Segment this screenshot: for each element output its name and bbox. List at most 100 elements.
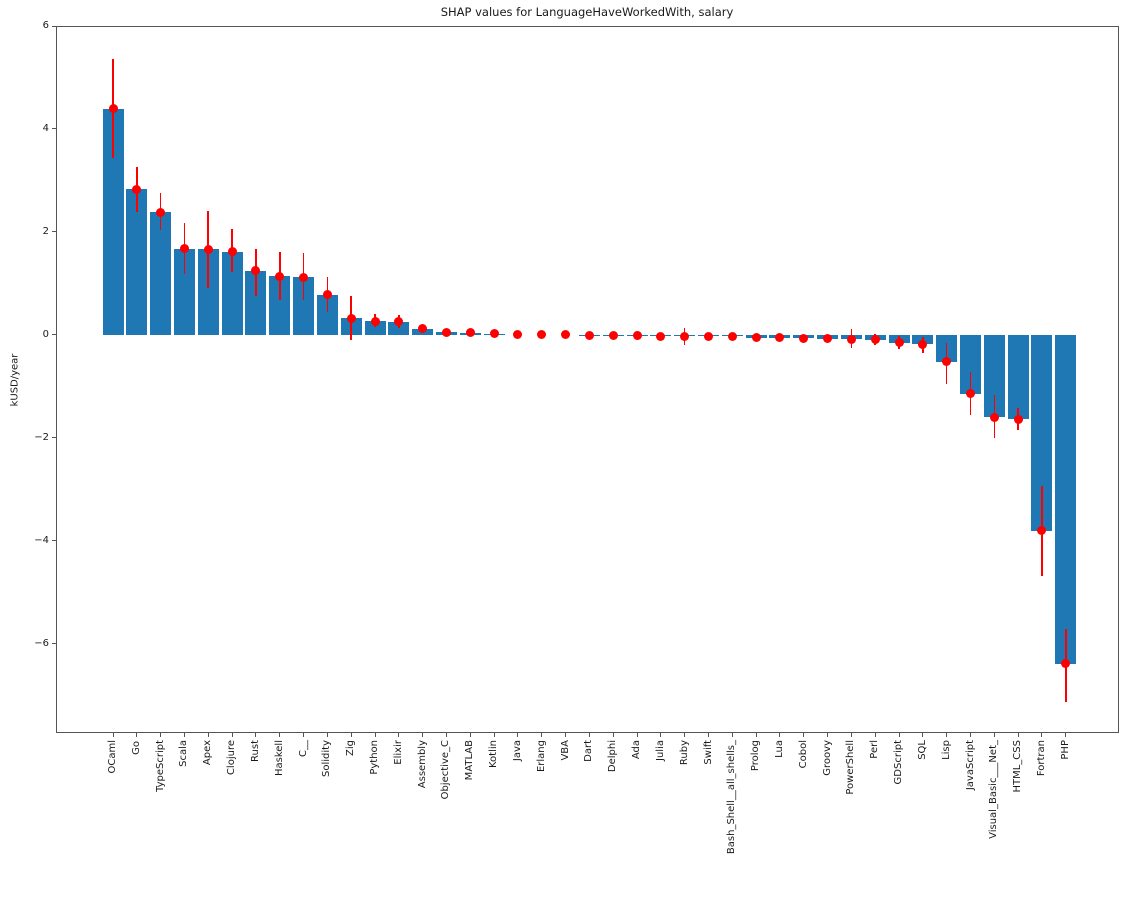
data-point-HTML_CSS [1013, 414, 1023, 424]
data-point-SQL [918, 339, 928, 349]
data-point-Bash_Shell__all_shells_ [727, 332, 737, 341]
data-point-Python [370, 316, 380, 326]
x-tick-label-Java: Java [509, 740, 527, 765]
x-tick-OCaml [112, 733, 114, 737]
y-tick-0 [52, 334, 56, 336]
data-point-Java [513, 330, 523, 340]
x-tick-label-Rust: Rust [247, 740, 265, 766]
x-tick-label-Zig: Zig [342, 740, 360, 760]
x-tick-Groovy [827, 733, 829, 737]
x-tick-label-Delphi: Delphi [604, 740, 622, 776]
x-tick-label-Lua: Lua [771, 740, 789, 762]
bar-Clojure [221, 251, 243, 335]
y-tick--6 [52, 643, 56, 645]
data-point-Prolog [751, 333, 761, 343]
x-tick-Bash_Shell__all_shells_ [731, 733, 733, 737]
x-tick-C__ [303, 733, 305, 737]
x-tick-label-VBA: VBA [557, 740, 575, 765]
data-point-GDScript [894, 338, 904, 348]
x-tick-Ruby [684, 733, 686, 737]
data-point-Dart [584, 330, 594, 340]
x-tick-label-text: Erlang [535, 740, 547, 773]
x-tick-label-text: Bash_Shell__all_shells_ [726, 740, 738, 855]
x-tick-label-text: Swift [702, 740, 714, 765]
x-tick-label-Erlang: Erlang [533, 740, 551, 776]
x-tick-Erlang [541, 733, 543, 737]
x-tick-label-text: Kotlin [488, 740, 500, 768]
y-tick--4 [52, 540, 56, 542]
bar-OCaml [102, 108, 124, 335]
x-tick-label-text: Delphi [607, 740, 619, 773]
plot-area [56, 26, 1119, 733]
x-tick-label-text: PHP [1059, 740, 1071, 760]
x-tick-label-text: Python [369, 740, 381, 775]
x-tick-label-MATLAB: MATLAB [461, 740, 479, 784]
x-tick-label-text: Dart [583, 740, 595, 762]
x-tick-Dart [588, 733, 590, 737]
x-tick-label-Lisp: Lisp [938, 740, 956, 764]
data-point-Haskell [275, 271, 285, 281]
x-tick-label-text: Cobol [797, 740, 809, 769]
y-tick-label--2: −2 [34, 431, 49, 443]
x-tick-label-text: Ada [631, 740, 643, 760]
x-tick-Java [517, 733, 519, 737]
y-tick-label--6: −6 [34, 637, 49, 649]
x-tick-Ada [636, 733, 638, 737]
x-tick-Prolog [755, 733, 757, 737]
bar-Apex [197, 249, 219, 335]
bar-HTML_CSS [1007, 334, 1029, 420]
bar-C__ [293, 277, 315, 335]
x-tick-label-Swift: Swift [700, 740, 718, 769]
y-tick-label-6: 6 [42, 20, 49, 31]
x-tick-label-Apex: Apex [199, 740, 217, 769]
data-point-Ruby [680, 332, 690, 341]
x-tick-label-Go: Go [128, 740, 146, 759]
bar-Elixir [388, 321, 410, 335]
data-point-Groovy [823, 334, 833, 344]
x-tick-label-Ada: Ada [628, 740, 646, 763]
x-tick-Apex [207, 733, 209, 737]
data-point-TypeScript [156, 207, 166, 217]
bar-Python [364, 321, 386, 335]
x-tick-label-text: TypeScript [154, 740, 166, 792]
x-tick-label-text: Visual_Basic___Net_ [988, 740, 1000, 839]
x-tick-label-text: Haskell [273, 740, 285, 777]
x-tick-label-text: SQL [916, 740, 928, 760]
x-tick-label-Cobol: Cobol [795, 740, 813, 772]
x-tick-label-text: VBA [559, 740, 571, 761]
data-point-Go [132, 184, 142, 194]
x-tick-label-text: Objective_C [440, 740, 452, 800]
data-point-Assembly [418, 324, 428, 334]
x-tick-label-text: Groovy [821, 740, 833, 776]
data-point-Lua [775, 333, 785, 343]
x-tick-VBA [565, 733, 567, 737]
chart-title: SHAP values for LanguageHaveWorkedWith, … [440, 5, 734, 19]
x-tick-label-TypeScript: TypeScript [152, 740, 170, 796]
data-point-OCaml [108, 104, 118, 114]
x-tick-label-SQL: SQL [914, 740, 932, 764]
x-tick-MATLAB [469, 733, 471, 737]
x-tick-label-text: Fortran [1035, 740, 1047, 777]
x-tick-label-text: Lisp [940, 740, 952, 760]
x-tick-label-text: Go [130, 741, 142, 755]
data-point-Cobol [799, 333, 809, 343]
x-tick-Zig [350, 733, 352, 737]
x-tick-label-Perl: Perl [866, 740, 884, 763]
data-point-JavaScript [966, 389, 976, 399]
x-tick-Python [374, 733, 376, 737]
x-tick-Fortran [1041, 733, 1043, 737]
x-tick-HTML_CSS [1017, 733, 1019, 737]
x-tick-Rust [255, 733, 257, 737]
x-tick-PHP [1065, 733, 1067, 737]
x-tick-label-text: Elixir [392, 740, 404, 765]
bar-Rust [245, 270, 267, 335]
data-point-C__ [299, 272, 309, 282]
data-point-Rust [251, 266, 261, 276]
x-tick-label-Dart: Dart [580, 740, 598, 766]
bar-Solidity [316, 294, 338, 335]
y-tick-label-0: 0 [42, 328, 49, 340]
x-tick-Julia [660, 733, 662, 737]
x-tick-label-text: Scala [178, 740, 190, 767]
x-tick-label-text: GDScript [893, 740, 905, 785]
bar-Visual_Basic___Net_ [983, 334, 1005, 418]
